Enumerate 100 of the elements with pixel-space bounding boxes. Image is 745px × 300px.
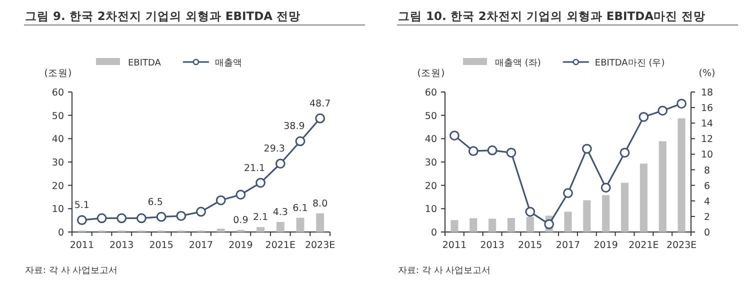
y2-tick-label: 4 [704,196,710,208]
legend-label: EBITDA [128,58,162,68]
data-label: 38.9 [284,121,305,132]
data-label: 6.1 [292,202,308,214]
point [216,195,226,206]
x-tick-label: 2011 [70,240,94,251]
bar [276,222,284,232]
x-tick-label: 2017 [556,240,580,251]
legend-label: EBITDA마진 (우) [594,58,665,68]
y2-tick-label: 16 [700,103,714,114]
point [76,215,87,226]
x-tick-label: 2017 [188,240,214,251]
point [468,146,478,156]
y-tick-label: 40 [52,134,64,146]
y2-tick-label: 10 [700,150,714,161]
x-tick-label: 2013 [110,240,134,251]
y-tick-label: 30 [424,158,437,168]
point [487,145,498,156]
bar [316,213,324,232]
bar [256,227,265,232]
bar [470,218,478,232]
point [525,206,536,217]
data-label: 21.1 [244,162,266,174]
y2-tick-label: 8 [704,165,710,176]
bar [640,164,648,232]
point [600,182,611,193]
data-label: 6.5 [148,196,163,208]
y2-tick-label: 14 [700,118,714,130]
bar [658,141,666,232]
bar [678,118,686,232]
bar [296,218,304,232]
point [116,213,127,224]
point [275,158,286,169]
y-axis-title: (조원) [44,68,72,79]
y-tick-label: 20 [52,180,64,192]
bar [450,220,458,232]
point [676,98,686,109]
x-tick-label: 2019 [228,240,253,251]
y2-tick-label: 6 [704,180,710,192]
x-tick-label: 2023E [666,240,697,251]
y2-tick-label: 0 [704,228,710,238]
point [295,136,306,146]
x-tick-label: 2011 [442,240,467,251]
y2-axis-title: (%) [698,68,716,79]
bar [507,218,516,232]
point [256,178,266,188]
y-tick-label: 10 [424,204,437,216]
point [638,112,649,122]
y-tick-label: 60 [52,88,64,98]
point [620,148,630,158]
point [156,212,166,222]
y-tick-label: 60 [424,88,437,98]
data-label: 4.3 [272,206,288,218]
y2-tick-label: 2 [704,212,710,223]
y-axis-title: (조원) [417,68,445,79]
bar [620,182,629,232]
point [96,213,107,224]
point [176,210,186,221]
data-label: 0.9 [233,214,248,226]
y-tick-label: 50 [52,110,64,122]
data-label: 2.1 [252,212,268,224]
x-tick-label: 2015 [149,240,174,251]
bar [564,212,572,232]
x-tick-label: 2021E [265,240,296,251]
x-tick-label: 2019 [594,240,618,251]
y-tick-label: 50 [424,110,437,122]
point [136,213,146,224]
point [544,219,554,230]
data-label: 48.7 [310,98,331,110]
bar [602,195,610,232]
point [658,106,668,116]
bar [526,216,534,232]
x-tick-label: 2021E [628,240,659,251]
point [236,190,246,200]
point [196,206,206,217]
y-tick-label: 0 [58,228,64,238]
bar [216,228,225,232]
legend-label: 매출액 (좌) [495,58,541,68]
y2-tick-label: 12 [700,134,714,146]
point [506,148,516,158]
y2-tick-label: 18 [700,88,714,98]
data-label: 29.3 [264,144,285,155]
data-label: 5.1 [74,200,90,212]
x-tick-label: 2015 [518,240,542,251]
text: 자료: 각 사 사업보고서 [25,266,118,276]
bar [488,218,496,232]
legend-label: 매출액 [214,58,242,68]
y-tick-label: 20 [424,180,437,192]
y-tick-label: 30 [52,158,64,168]
bar [583,200,591,232]
data-label: 8.0 [312,198,328,210]
x-tick-label: 2023E [304,240,336,251]
y-tick-label: 40 [424,134,437,146]
chart-title: 그림 9. 한국 2차전지 기업의 외형과 EBITDA 전망 [25,9,301,23]
chart-title: 그림 10. 한국 2차전지 기업의 외형과 EBITDA마진 전망 [398,9,706,23]
y-tick-label: 10 [52,204,64,216]
y-tick-label: 0 [430,228,437,238]
point [315,113,326,124]
point [563,188,573,198]
x-tick-label: 2013 [480,240,504,251]
